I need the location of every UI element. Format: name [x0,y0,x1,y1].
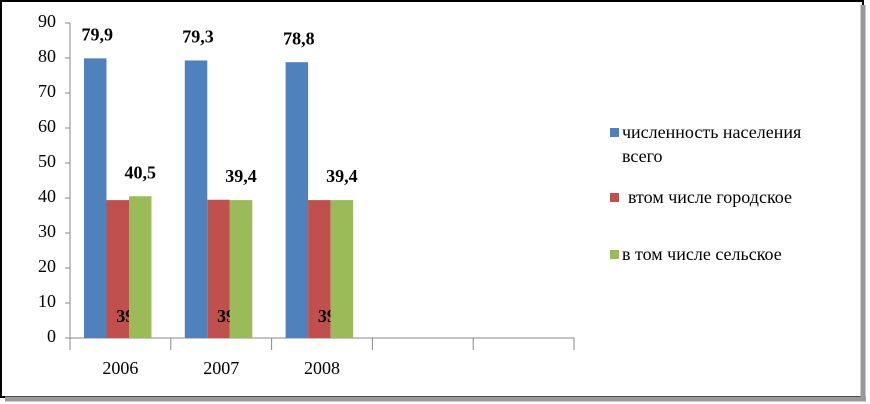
legend-swatch [610,193,619,202]
bar [207,199,230,338]
bar [106,200,129,338]
x-tick-label: 2006 [102,358,138,378]
bar [184,60,208,338]
y-tick-label: 0 [47,326,56,346]
bar [84,58,107,338]
legend-label: в том числе сельское [622,244,782,264]
x-tick-label: 2008 [304,358,340,378]
data-label: 39,4 [225,166,257,186]
y-tick-label: 60 [38,116,56,136]
y-tick-label: 10 [38,291,56,311]
bar [229,200,253,338]
y-tick-label: 20 [38,256,56,276]
y-tick-label: 30 [38,221,56,241]
bar [285,62,309,338]
data-label: 39,4 [326,166,358,186]
legend-swatch [610,250,619,259]
y-tick-label: 70 [38,81,56,101]
y-tick-label: 80 [38,46,56,66]
y-tick-label: 50 [38,151,56,171]
legend-label: численность населения всего [622,122,802,166]
bar [308,200,331,338]
data-label: 79,9 [82,24,114,44]
bar [129,196,152,338]
legend-swatch [610,128,619,137]
y-tick-label: 40 [38,186,56,206]
data-label: 79,3 [182,27,214,47]
data-label: 78,8 [283,28,315,48]
data-label: 40,5 [125,162,157,182]
bar [330,200,354,338]
legend-label: втом числе городское [628,187,792,207]
x-tick-label: 2007 [203,358,239,378]
y-tick-label: 90 [38,11,56,31]
